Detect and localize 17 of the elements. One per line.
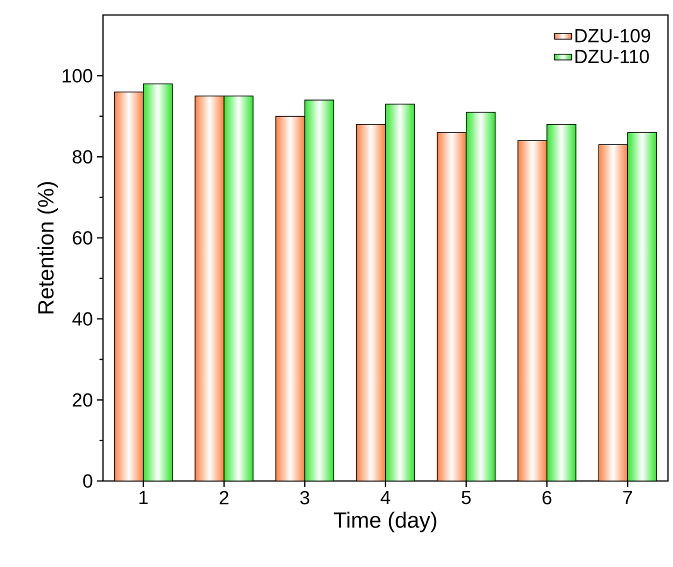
x-tick-label: 2 — [220, 490, 228, 504]
y-tick-label: 20 — [72, 393, 92, 407]
y-tick-label: 80 — [72, 150, 92, 164]
x-tick-label: 3 — [300, 490, 310, 504]
x-axis-title: Time (day) — [334, 512, 436, 532]
x-tick-label: 7 — [623, 490, 632, 504]
legend-label: DZU-109 — [576, 28, 650, 42]
x-tick-label: 6 — [542, 490, 552, 504]
y-tick-label: 60 — [72, 231, 92, 245]
x-tick-label: 5 — [462, 490, 471, 504]
y-axis-title: Retention (%) — [38, 182, 58, 314]
y-tick-label: 40 — [72, 312, 92, 326]
y-tick-label: 100 — [62, 69, 92, 83]
x-tick-label: 1 — [140, 490, 148, 504]
legend-label: DZU-110 — [576, 50, 649, 64]
y-tick-label: 0 — [83, 474, 92, 488]
x-tick-label: 4 — [380, 490, 390, 504]
